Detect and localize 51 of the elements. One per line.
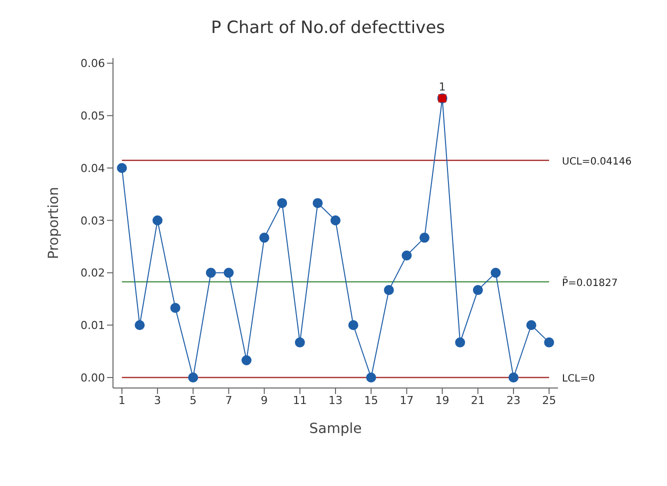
point: [152, 215, 162, 226]
x-tick-label: 5: [190, 394, 197, 407]
x-tick-label: 15: [364, 394, 378, 407]
point: [116, 163, 127, 173]
point: [384, 285, 394, 296]
x-tick-label: 17: [400, 394, 414, 407]
x-tick-label: 11: [292, 394, 307, 407]
x-tick-label: 21: [470, 394, 485, 407]
x-tick-label: 23: [506, 394, 520, 407]
y-tick-label: 0.02: [80, 266, 105, 280]
point: [348, 320, 358, 330]
point: [206, 268, 216, 278]
x-tick-label: 25: [542, 394, 556, 407]
point: [526, 320, 536, 330]
point: [508, 372, 518, 383]
point: [490, 268, 501, 278]
annotation: 1: [438, 80, 446, 94]
point: [420, 232, 430, 243]
point: [402, 250, 412, 260]
y-tick-label: 0.03: [80, 214, 105, 228]
y-tick-label: 0.01: [80, 319, 105, 332]
point: [312, 198, 323, 208]
point: [224, 268, 234, 278]
y-tick-label: 0.06: [80, 57, 105, 70]
point: [544, 337, 554, 348]
y-tick-label: 0.05: [80, 110, 105, 123]
y-tick-label: 0.00: [80, 371, 105, 384]
x-tick-label: 3: [154, 394, 161, 407]
point: [170, 302, 180, 313]
point: [134, 320, 145, 330]
point: [366, 372, 376, 383]
ref-line-label: LCL=0: [562, 374, 595, 385]
x-axis-title: Sample: [309, 421, 362, 437]
point: [188, 372, 198, 383]
y-axis-title: Proportion: [46, 186, 62, 260]
point: [277, 198, 288, 208]
x-tick-label: 9: [260, 394, 268, 407]
y-tick-label: 0.04: [80, 162, 105, 175]
point: [294, 337, 305, 348]
point: [455, 337, 466, 348]
x-tick-label: 19: [435, 394, 450, 407]
x-tick-label: 1: [118, 394, 126, 407]
ref-line-label: UCL=0.04146: [562, 156, 632, 168]
point: [330, 215, 340, 226]
chart-title: P Chart of No.of defecttives: [210, 18, 446, 38]
point: [259, 232, 270, 243]
point: [242, 355, 252, 366]
ref-line-label: P̄=0.01827: [562, 276, 618, 289]
x-tick-label: 7: [225, 394, 232, 407]
x-tick-label: 13: [328, 394, 342, 407]
point: [472, 285, 483, 296]
